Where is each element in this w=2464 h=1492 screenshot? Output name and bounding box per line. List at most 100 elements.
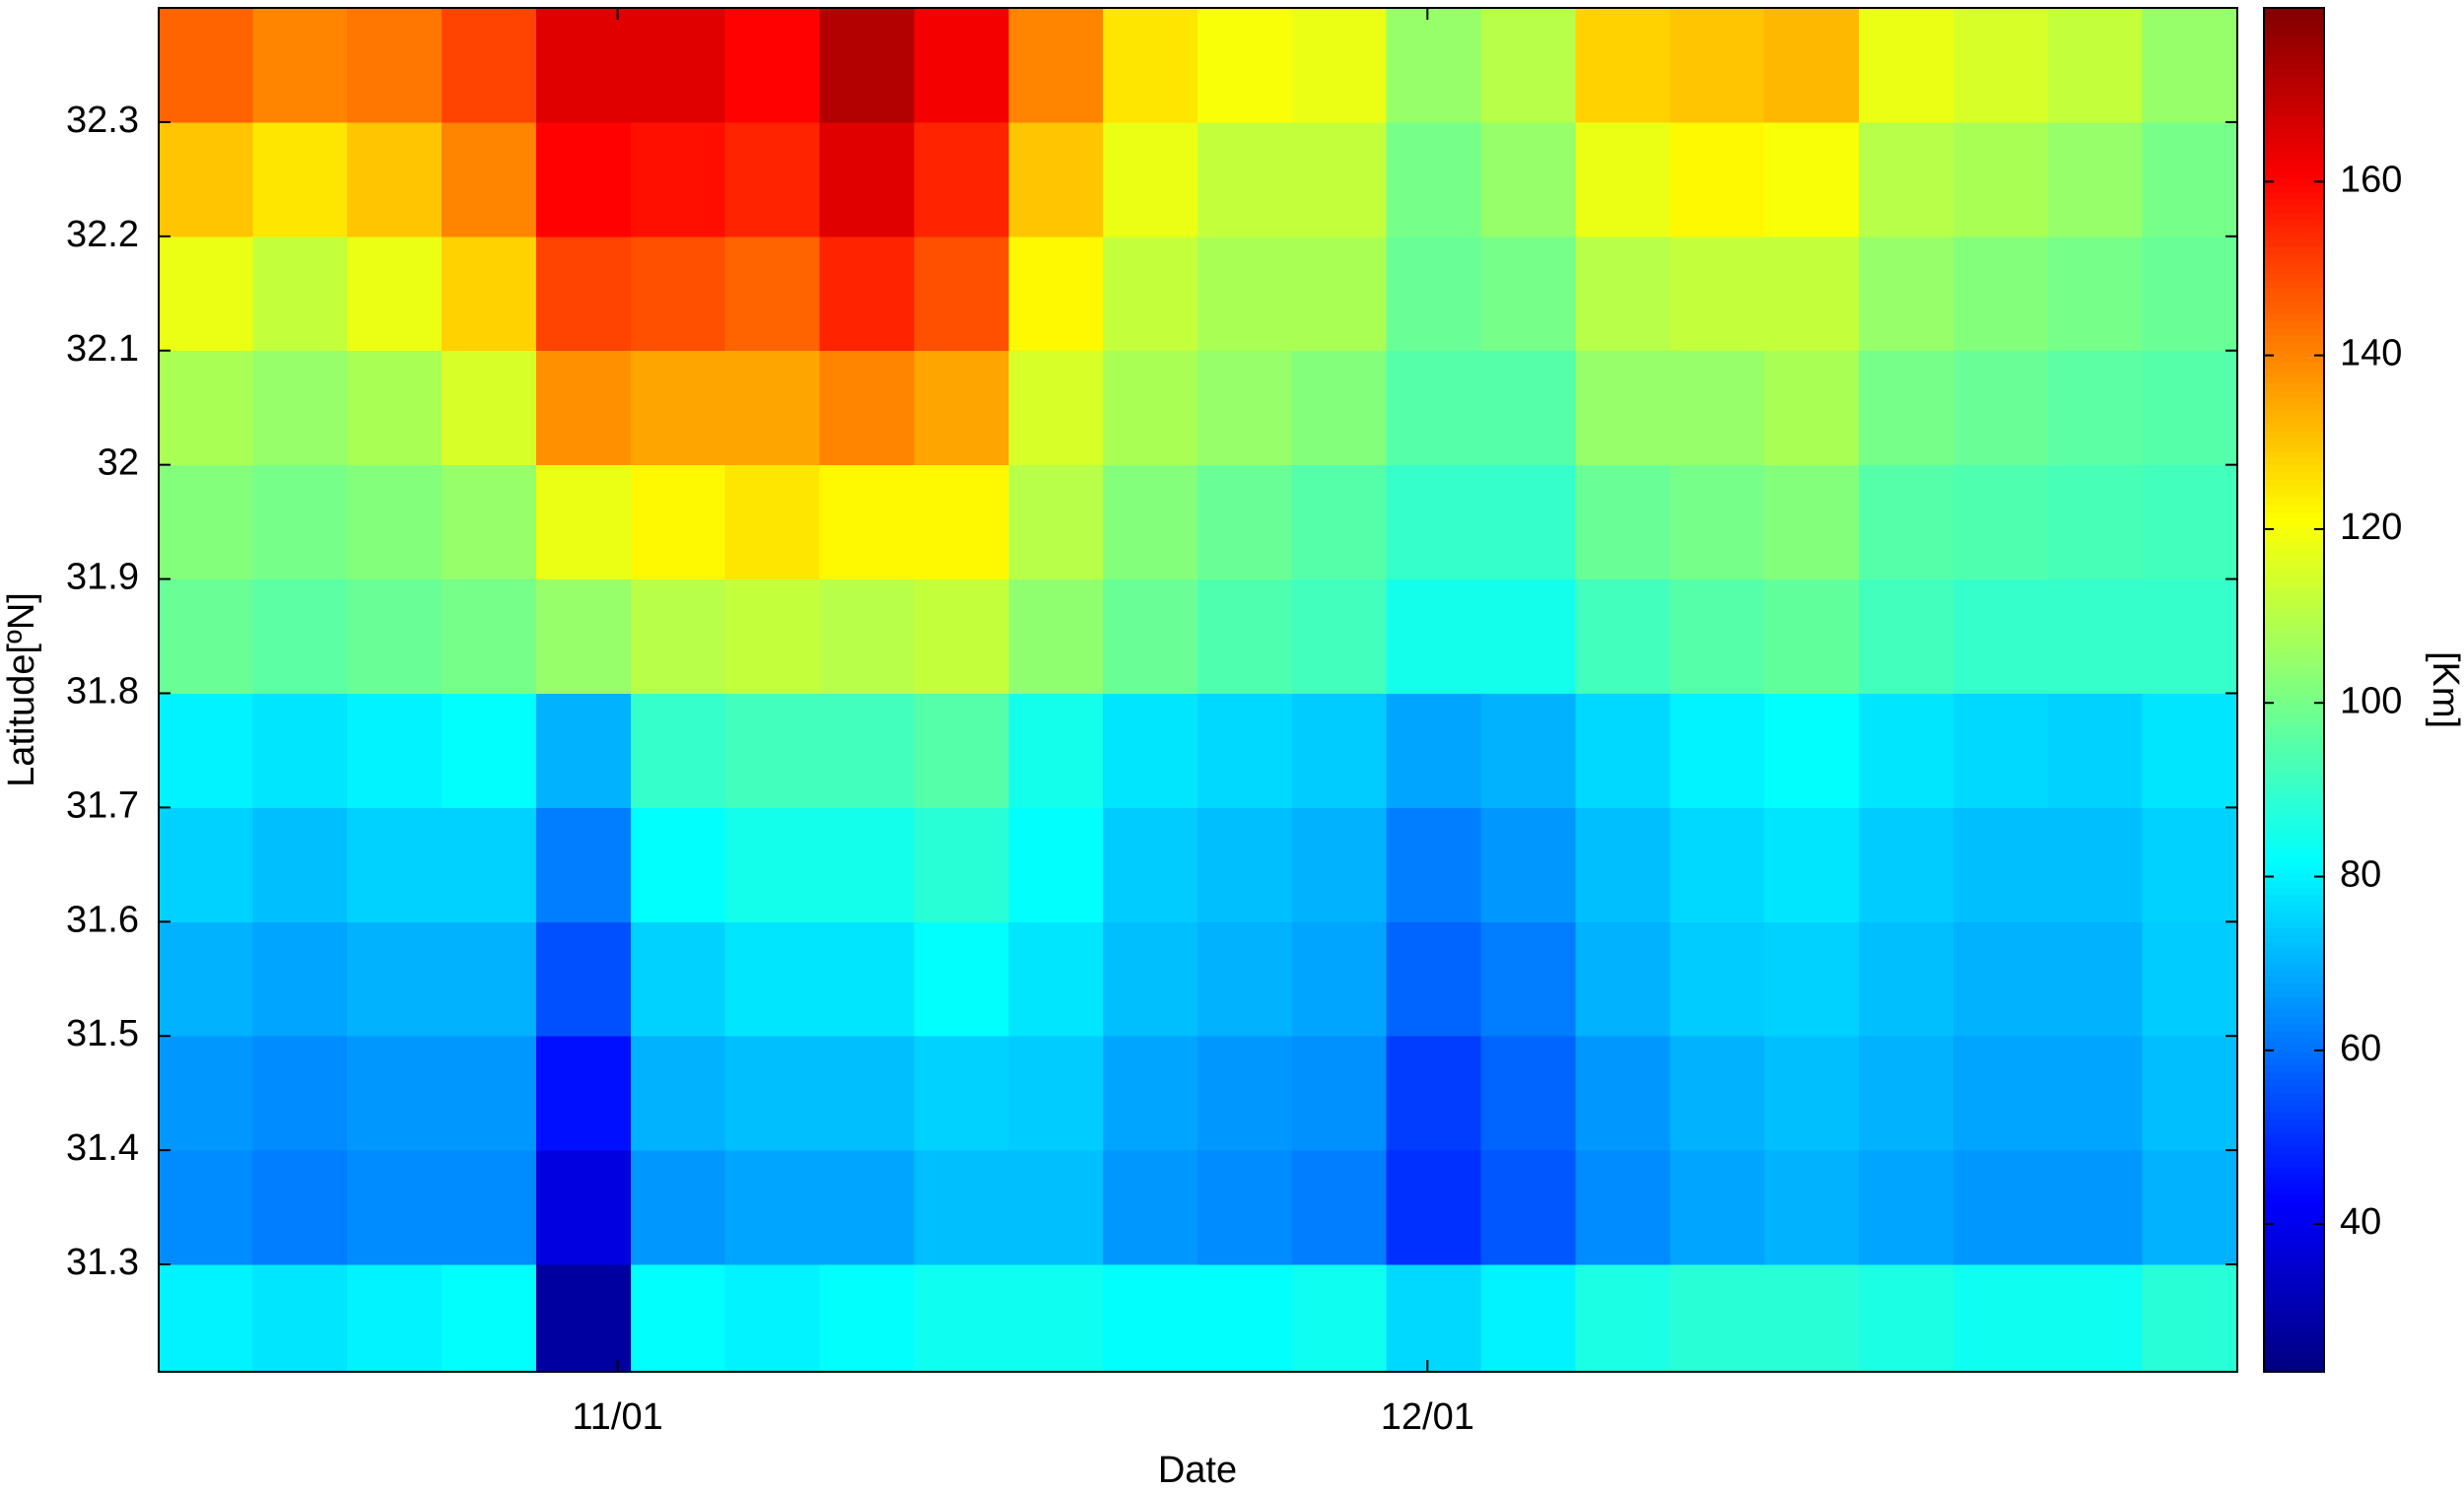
heatmap-cell [1103, 8, 1198, 123]
heatmap-cell [1480, 920, 1577, 1037]
colorbar-step [2264, 273, 2324, 282]
heatmap-cell [724, 350, 821, 466]
colorbar-label: [Km] [2425, 651, 2464, 728]
heatmap-cell [914, 1035, 1010, 1151]
heatmap-cell [2047, 1035, 2144, 1151]
colorbar-step [2264, 1282, 2324, 1291]
heatmap-cell [2142, 8, 2237, 123]
heatmap-cell [1103, 464, 1198, 580]
heatmap-cell [252, 578, 349, 694]
colorbar-step [2264, 1303, 2324, 1312]
heatmap-cell [1575, 236, 1672, 352]
heatmap-cell [1386, 8, 1482, 123]
heatmap-cell [819, 121, 916, 237]
heatmap-cell [630, 8, 726, 123]
colorbar-step [2264, 525, 2324, 534]
colorbar-step [2264, 464, 2324, 473]
colorbar-step [2264, 184, 2324, 193]
colorbar-step [2264, 778, 2324, 786]
heatmap-cell [1198, 578, 1293, 694]
colorbar-step [2264, 7, 2324, 16]
heatmap-cell [2047, 236, 2144, 352]
heatmap-cell [1859, 236, 1954, 352]
x-tick-label: 11/01 [572, 1396, 662, 1438]
colorbar-step [2264, 894, 2324, 903]
colorbar-step [2264, 1180, 2324, 1188]
heatmap-cell [1008, 806, 1105, 922]
heatmap-cell [2142, 121, 2237, 237]
heatmap-cell [1764, 1263, 1861, 1372]
colorbar-step [2264, 123, 2324, 132]
colorbar-step [2264, 1166, 2324, 1175]
heatmap-cell [724, 920, 821, 1037]
heatmap-cell [819, 1035, 916, 1151]
heatmap-cell [1575, 1263, 1672, 1372]
heatmap-cell [819, 578, 916, 694]
heatmap-cell [2047, 578, 2144, 694]
colorbar-step [2264, 1275, 2324, 1284]
heatmap-cell [1291, 121, 1388, 237]
colorbar-step [2264, 614, 2324, 623]
colorbar-step [2264, 716, 2324, 725]
colorbar-step [2264, 621, 2324, 630]
colorbar-step [2264, 1139, 2324, 1148]
heatmap-cell [1575, 121, 1672, 237]
heatmap-cell [1386, 464, 1482, 580]
colorbar-step [2264, 423, 2324, 432]
heatmap-cell [1575, 692, 1672, 808]
heatmap-cell [2142, 464, 2237, 580]
heatmap-cell [1764, 350, 1861, 466]
colorbar-tick-label: 60 [2340, 1028, 2381, 1069]
heatmap-cell [1291, 806, 1388, 922]
heatmap-cell [1291, 578, 1388, 694]
heatmap-cell [252, 236, 349, 352]
colorbar-step [2264, 294, 2324, 303]
heatmap-cell [1008, 920, 1105, 1037]
colorbar-step [2264, 205, 2324, 214]
colorbar-step [2264, 61, 2324, 70]
colorbar-step [2264, 1193, 2324, 1202]
heatmap-cell [1198, 1263, 1293, 1372]
colorbar-step [2264, 89, 2324, 98]
heatmap-cell [1575, 920, 1672, 1037]
heatmap-cell [347, 692, 444, 808]
heatmap-cell [914, 121, 1010, 237]
heatmap-cell [2142, 1263, 2237, 1372]
colorbar-step [2264, 334, 2324, 343]
colorbar-step [2264, 348, 2324, 357]
heatmap-cell [347, 578, 444, 694]
colorbar-step [2264, 130, 2324, 138]
heatmap-cell [159, 1263, 254, 1372]
heatmap-cell [1859, 806, 1954, 922]
heatmap-cell [1480, 1149, 1577, 1265]
heatmap-cell [442, 121, 537, 237]
heatmap-cell [1103, 692, 1198, 808]
heatmap-cell [724, 1263, 821, 1372]
heatmap-cell [1670, 350, 1766, 466]
colorbar-step [2264, 1146, 2324, 1155]
colorbar-step [2264, 287, 2324, 296]
colorbar-tick-label: 40 [2340, 1201, 2381, 1243]
heatmap-cell [2142, 692, 2237, 808]
colorbar-step [2264, 1023, 2324, 1032]
heatmap-cell [252, 350, 349, 466]
heatmap-cell [914, 578, 1010, 694]
heatmap-cell [1670, 1149, 1766, 1265]
colorbar-step [2264, 252, 2324, 261]
colorbar-step [2264, 1057, 2324, 1066]
colorbar-step [2264, 437, 2324, 445]
heatmap-cell [159, 236, 254, 352]
heatmap-cell [1575, 1035, 1672, 1151]
colorbar-step [2264, 1187, 2324, 1195]
colorbar-step [2264, 654, 2324, 663]
heatmap-cell [724, 236, 821, 352]
colorbar-step [2264, 798, 2324, 807]
heatmap-cell [442, 806, 537, 922]
colorbar-step [2264, 1343, 2324, 1352]
colorbar-step [2264, 259, 2324, 268]
colorbar-step [2264, 1125, 2324, 1134]
colorbar-step [2264, 1064, 2324, 1073]
colorbar-step [2264, 743, 2324, 752]
